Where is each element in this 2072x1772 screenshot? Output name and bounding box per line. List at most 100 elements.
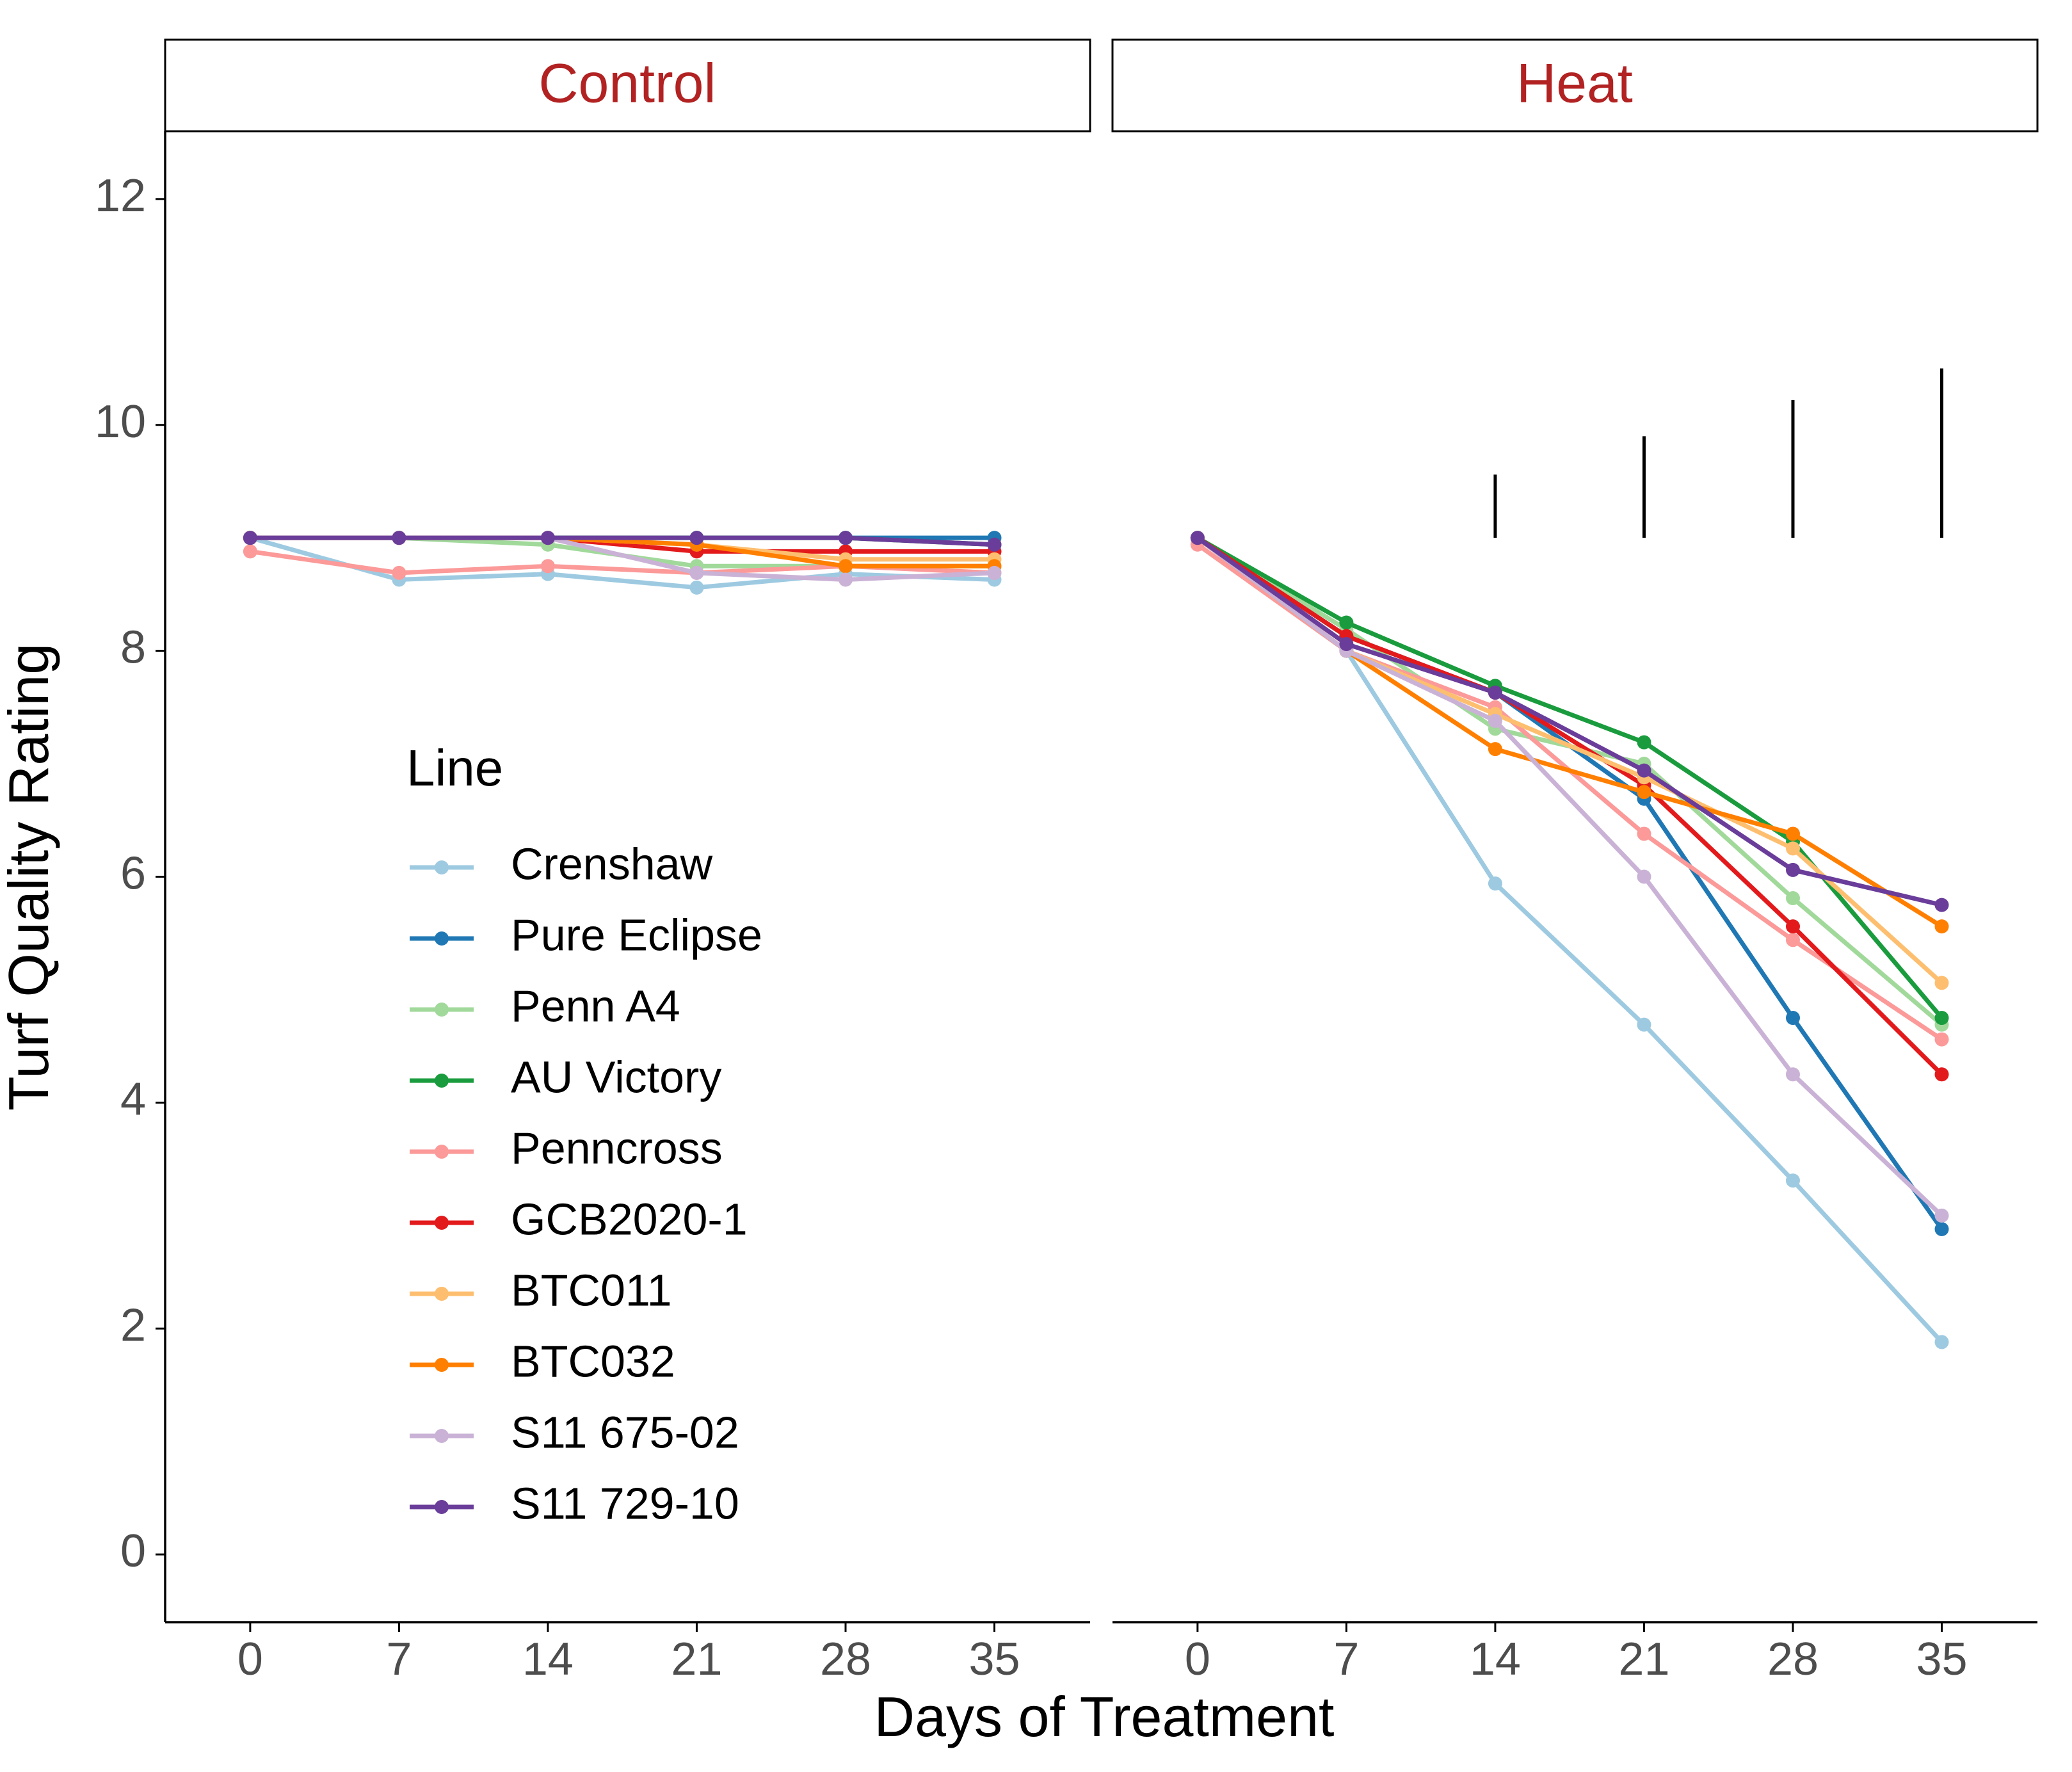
point-heat-s11-675-02-day-21 <box>1637 869 1651 884</box>
legend-item-au-victory: AU Victory <box>410 1052 721 1102</box>
point-heat-penn-a4-day-28 <box>1785 891 1800 906</box>
legend-item-penncross: Penncross <box>410 1123 723 1173</box>
series-heat-s11-729-10 <box>1190 531 1949 912</box>
y-tick-label: 4 <box>120 1074 146 1125</box>
x-tick-label: 35 <box>968 1634 1020 1685</box>
legend-item-btc032: BTC032 <box>410 1336 675 1386</box>
point-heat-gcb2020-1-day-35 <box>1934 1067 1949 1082</box>
x-tick-label: 35 <box>1916 1634 1967 1685</box>
legend-title: Line <box>406 739 503 796</box>
x-tick-label: 28 <box>1767 1634 1819 1685</box>
legend-label: S11 675-02 <box>511 1407 739 1457</box>
legend-key-point <box>435 1358 449 1372</box>
x-tick-label: 7 <box>1333 1634 1359 1685</box>
error-bars-heat <box>1493 368 1944 538</box>
strip-control <box>164 38 1091 133</box>
legend-label: AU Victory <box>511 1052 721 1102</box>
point-heat-penncross-day-21 <box>1637 826 1651 841</box>
x-axis-title: Days of Treatment <box>874 1685 1335 1748</box>
point-heat-s11-729-10-day-35 <box>1934 898 1949 912</box>
point-control-btc032-day-28 <box>838 559 853 574</box>
point-heat-btc032-day-21 <box>1637 785 1651 800</box>
y-tick-label: 6 <box>120 848 146 899</box>
legend-key-point <box>435 931 449 946</box>
point-heat-btc032-day-35 <box>1934 919 1949 934</box>
legend-key-point <box>435 1500 449 1514</box>
point-control-s11-675-02-day-21 <box>689 565 704 580</box>
point-heat-btc011-day-28 <box>1785 841 1800 856</box>
point-heat-crenshaw-day-35 <box>1934 1335 1949 1349</box>
point-heat-gcb2020-1-day-28 <box>1785 919 1800 934</box>
series-lines-heat <box>1190 531 1949 1349</box>
point-heat-crenshaw-day-21 <box>1637 1017 1651 1032</box>
point-heat-pure-eclipse-day-28 <box>1785 1011 1800 1026</box>
x-tick-label: 7 <box>386 1634 412 1685</box>
point-heat-au-victory-day-7 <box>1339 615 1354 630</box>
x-tick-label: 0 <box>237 1634 263 1685</box>
point-heat-au-victory-day-35 <box>1934 1011 1949 1026</box>
legend-label: BTC032 <box>511 1336 675 1386</box>
point-control-penncross-day-0 <box>243 544 257 559</box>
y-tick-label: 2 <box>120 1300 146 1351</box>
y-tick-label: 12 <box>95 170 146 222</box>
point-control-s11-729-10-day-0 <box>243 531 257 545</box>
point-control-penncross-day-14 <box>540 559 555 574</box>
legend-label: BTC011 <box>511 1265 672 1315</box>
legend-key-point <box>435 1429 449 1443</box>
x-axis-ticks-heat: 0 7 14 21 28 35 <box>1185 1622 1968 1685</box>
series-line-control-crenshaw <box>248 535 997 590</box>
point-heat-au-victory-day-21 <box>1637 735 1651 750</box>
y-tick-label: 10 <box>95 396 146 447</box>
point-control-s11-729-10-day-21 <box>689 531 704 545</box>
point-control-s11-729-10-day-35 <box>987 537 1002 552</box>
x-axis-ticks-control: 0 7 14 21 28 35 <box>237 1622 1020 1685</box>
x-tick-label: 14 <box>1470 1634 1521 1685</box>
legend-items: Crenshaw Pure Eclipse Penn A4 AU Victory Pen… <box>410 839 762 1528</box>
legend-label: Penncross <box>511 1123 723 1173</box>
y-tick-label: 0 <box>120 1526 146 1577</box>
point-heat-btc011-day-35 <box>1934 976 1949 990</box>
series-lines-control <box>243 531 1002 595</box>
point-control-crenshaw-day-21 <box>689 580 704 595</box>
y-axis-title: Turf Quality Rating <box>0 643 60 1111</box>
legend-item-s11-729-10: S11 729-10 <box>410 1478 739 1528</box>
point-heat-s11-729-10-day-28 <box>1785 862 1800 877</box>
point-heat-btc032-day-14 <box>1488 742 1502 757</box>
point-heat-s11-675-02-day-14 <box>1488 714 1502 729</box>
legend-key-point <box>435 1003 449 1017</box>
y-tick-label: 8 <box>120 622 146 673</box>
legend: Line Crenshaw Pure Eclipse Penn A4 AU Victo… <box>406 739 762 1528</box>
x-tick-label: 0 <box>1185 1634 1210 1685</box>
point-control-s11-729-10-day-28 <box>838 531 853 545</box>
series-control-s11-729-10 <box>243 531 1002 552</box>
series-line-heat-s11-675-02 <box>1195 535 1945 1218</box>
series-line-control-s11-729-10 <box>248 535 997 547</box>
legend-label: GCB2020-1 <box>511 1194 748 1244</box>
point-heat-btc032-day-28 <box>1785 826 1800 841</box>
legend-key-point <box>435 1074 449 1088</box>
point-heat-crenshaw-day-14 <box>1488 876 1502 891</box>
legend-key-point <box>435 1287 449 1301</box>
x-tick-label: 21 <box>1618 1634 1669 1685</box>
legend-item-pure-eclipse: Pure Eclipse <box>410 910 762 960</box>
x-tick-label: 14 <box>522 1634 574 1685</box>
point-heat-s11-675-02-day-35 <box>1934 1208 1949 1223</box>
legend-item-gcb2020-1: GCB2020-1 <box>410 1194 748 1244</box>
point-control-s11-675-02-day-35 <box>987 565 1002 580</box>
point-control-penncross-day-7 <box>392 565 406 580</box>
point-heat-crenshaw-day-28 <box>1785 1173 1800 1188</box>
legend-key-point <box>435 860 449 874</box>
point-heat-pure-eclipse-day-35 <box>1934 1221 1949 1236</box>
series-heat-s11-675-02 <box>1190 531 1949 1223</box>
legend-label: Penn A4 <box>511 981 680 1031</box>
legend-label: Pure Eclipse <box>511 910 762 960</box>
point-heat-s11-729-10-day-7 <box>1339 637 1354 652</box>
point-heat-s11-729-10-day-21 <box>1637 763 1651 778</box>
legend-label: S11 729-10 <box>511 1478 739 1528</box>
point-control-s11-675-02-day-28 <box>838 572 853 587</box>
legend-key-point <box>435 1145 449 1159</box>
panel-control: Control 0 7 14 21 28 35 <box>164 38 1091 1685</box>
series-line-heat-gcb2020-1 <box>1195 535 1945 1077</box>
legend-label: Crenshaw <box>511 839 713 889</box>
